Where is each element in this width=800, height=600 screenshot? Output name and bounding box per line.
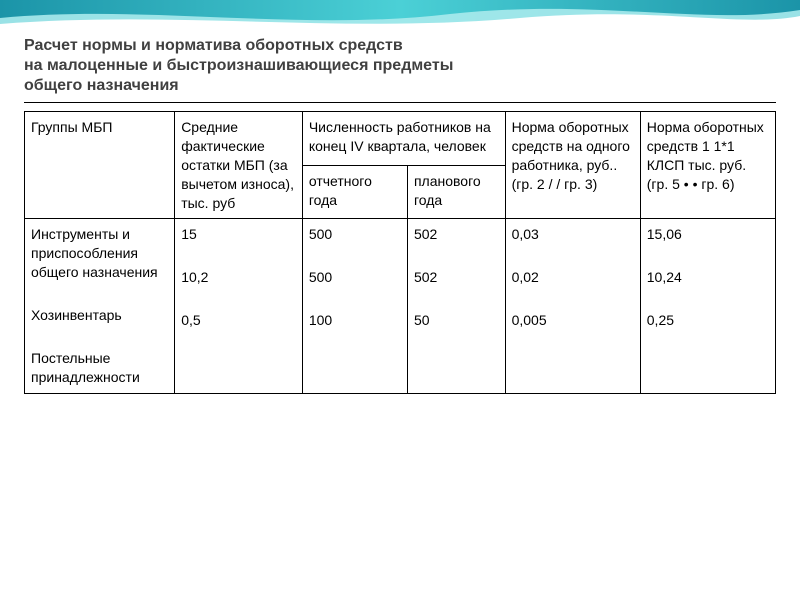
cell-value: 15: [181, 225, 296, 244]
report-year-cell: 500 500 100: [302, 219, 407, 393]
col-header-norm-per-worker: Норма оборотных средств на одного работн…: [505, 112, 640, 219]
cell-value: 50: [414, 311, 499, 330]
cell-value: 500: [309, 268, 401, 287]
col-header-avg-balance: Средние фактические остатки МБП (за выче…: [175, 112, 303, 219]
col-header-groups: Группы МБП: [25, 112, 175, 219]
norm-per-worker-cell: 0,03 0,02 0,005: [505, 219, 640, 393]
cell-value: 10,2: [181, 268, 296, 287]
cell-value: 0,005: [512, 311, 634, 330]
cell-value: 10,24: [647, 268, 769, 287]
cell-value: 100: [309, 311, 401, 330]
row-label: Инструменты и приспособления общего назн…: [31, 225, 168, 282]
title-line-1: Расчет нормы и норматива оборотных средс…: [24, 37, 403, 54]
col-header-plan-year: планового года: [407, 165, 505, 219]
cell-value: 0,03: [512, 225, 634, 244]
plan-year-cell: 502 502 50: [407, 219, 505, 393]
norm-total-cell: 15,06 10,24 0,25: [640, 219, 775, 393]
page-title: Расчет нормы и норматива оборотных средс…: [24, 36, 776, 103]
row-label: Постельные принадлежности: [31, 349, 168, 387]
col-header-headcount-group: Численность работников на конец IV кварт…: [302, 112, 505, 166]
title-line-3: общего назначения: [24, 77, 179, 94]
col-header-report-year: отчетного года: [302, 165, 407, 219]
decorative-wave-banner: [0, 0, 800, 30]
table-row: Инструменты и приспособления общего назн…: [25, 219, 776, 393]
title-line-2: на малоценные и быстроизнашивающиеся пре…: [24, 57, 453, 74]
cell-value: 15,06: [647, 225, 769, 244]
table-header-row-1: Группы МБП Средние фактические остатки М…: [25, 112, 776, 166]
col-header-norm-total: Норма оборотных средств 1 1*1 КЛСП тыс. …: [640, 112, 775, 219]
cell-value: 0,25: [647, 311, 769, 330]
cell-value: 0,02: [512, 268, 634, 287]
slide-content: Расчет нормы и норматива оборотных средс…: [0, 30, 800, 394]
cell-value: 500: [309, 225, 401, 244]
row-labels-cell: Инструменты и приспособления общего назн…: [25, 219, 175, 393]
calculation-table: Группы МБП Средние фактические остатки М…: [24, 111, 776, 394]
row-label: Хозинвентарь: [31, 306, 168, 325]
cell-value: 0,5: [181, 311, 296, 330]
cell-value: 502: [414, 268, 499, 287]
cell-value: 502: [414, 225, 499, 244]
avg-balance-cell: 15 10,2 0,5: [175, 219, 303, 393]
